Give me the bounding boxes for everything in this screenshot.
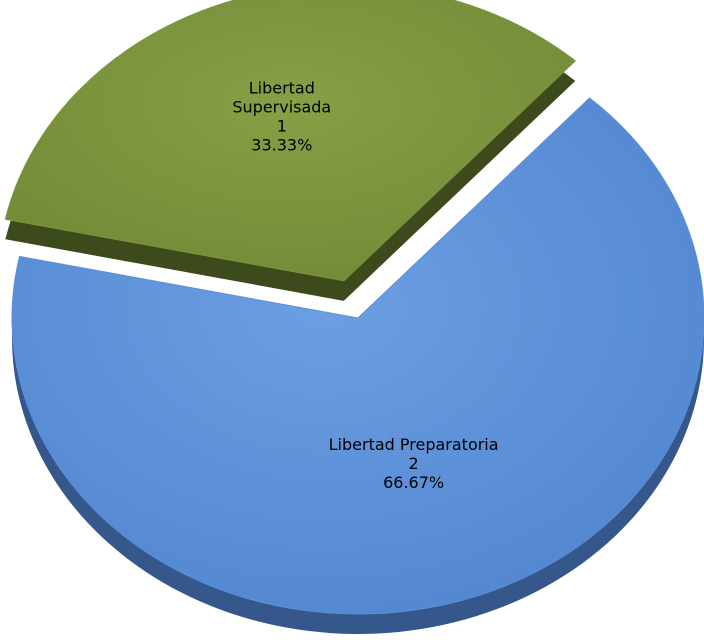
slices-layer [4, 0, 704, 635]
data-label-category: Libertad Preparatoria [329, 435, 499, 454]
data-label-percent: 33.33% [251, 136, 312, 155]
pie-slice [11, 97, 704, 615]
pie-slice-group [11, 97, 704, 635]
data-label-category: Libertad [249, 79, 315, 98]
data-label-percent: 66.67% [383, 473, 444, 492]
pie-slice [4, 0, 577, 282]
pie-slice-group [4, 0, 577, 301]
data-label-value: 1 [277, 117, 287, 136]
data-label-category: Supervisada [232, 98, 331, 117]
data-label-value: 2 [409, 454, 419, 473]
